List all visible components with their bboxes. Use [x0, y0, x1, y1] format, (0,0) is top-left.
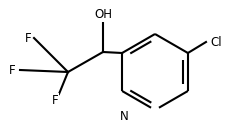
- Text: F: F: [25, 32, 31, 44]
- Text: Cl: Cl: [209, 36, 221, 48]
- Text: N: N: [119, 110, 128, 122]
- Text: F: F: [9, 63, 15, 77]
- Text: OH: OH: [94, 8, 112, 21]
- Text: F: F: [52, 93, 58, 107]
